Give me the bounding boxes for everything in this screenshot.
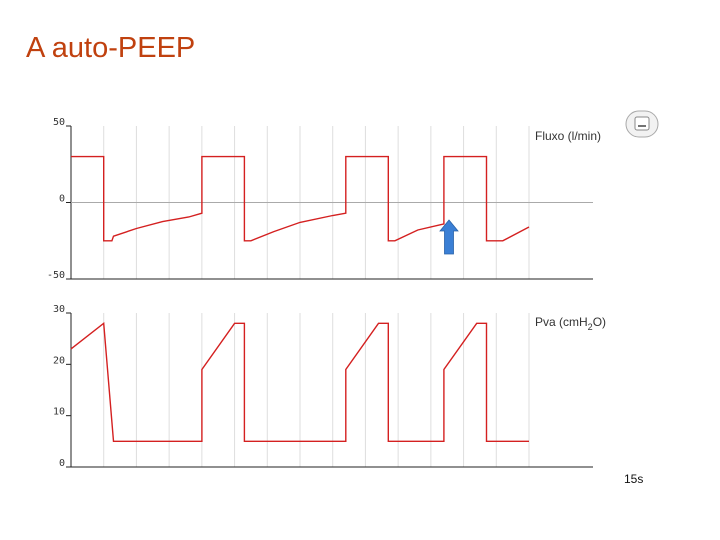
pva-series-label: Pva (cmH2O) — [535, 315, 606, 332]
flow-trace — [71, 155, 530, 242]
pressure-panel: 30 20 10 0 Pva (cmH2O) — [53, 304, 606, 469]
minimize-button[interactable] — [625, 110, 659, 138]
flow-axes — [70, 126, 593, 280]
pva-label-sub: 2 — [588, 322, 593, 332]
flow-tick-label: 50 — [53, 117, 65, 128]
slide-title: A auto-PEEP — [26, 32, 196, 64]
duration-label: 15s — [624, 472, 643, 486]
minimize-icon — [634, 116, 650, 131]
pva-tick-labels: 30 20 10 0 — [53, 304, 71, 469]
flow-tick-labels: 50 0 -50 — [47, 117, 71, 281]
pva-tick-label: 10 — [53, 407, 65, 418]
pva-axes — [70, 313, 593, 468]
flow-tick-label: 0 — [59, 194, 65, 205]
pva-tick-label: 0 — [59, 458, 65, 469]
pva-label-main: Pva (cmH — [535, 315, 588, 329]
flow-series-line — [71, 155, 530, 242]
flow-panel: 50 0 -50 Fluxo (l/min) — [47, 117, 601, 281]
flow-tick-label: -50 — [47, 270, 65, 281]
pva-grid — [103, 313, 530, 467]
flow-series-label: Fluxo (l/min) — [535, 129, 601, 143]
pva-tick-label: 20 — [53, 355, 65, 366]
up-arrow-icon — [439, 219, 459, 255]
pva-series-line — [70, 321, 529, 442]
pva-label-tail: O) — [593, 315, 606, 329]
pva-tick-label: 30 — [53, 304, 65, 315]
pva-trace — [70, 321, 529, 442]
